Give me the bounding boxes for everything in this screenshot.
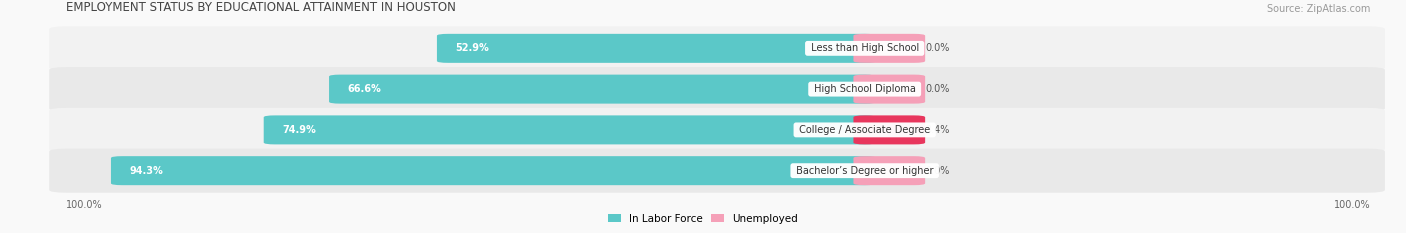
Text: 66.6%: 66.6% (347, 84, 381, 94)
Text: 0.0%: 0.0% (925, 84, 949, 94)
FancyBboxPatch shape (329, 75, 876, 104)
FancyBboxPatch shape (853, 34, 925, 63)
FancyBboxPatch shape (49, 108, 1385, 152)
FancyBboxPatch shape (49, 26, 1385, 70)
Text: High School Diploma: High School Diploma (811, 84, 918, 94)
Text: Bachelor’s Degree or higher: Bachelor’s Degree or higher (793, 166, 936, 176)
FancyBboxPatch shape (853, 156, 925, 185)
FancyBboxPatch shape (264, 115, 876, 144)
Text: EMPLOYMENT STATUS BY EDUCATIONAL ATTAINMENT IN HOUSTON: EMPLOYMENT STATUS BY EDUCATIONAL ATTAINM… (66, 1, 456, 14)
Text: 100.0%: 100.0% (1334, 200, 1371, 210)
Text: 0.0%: 0.0% (925, 43, 949, 53)
FancyBboxPatch shape (853, 75, 925, 104)
Text: 100.0%: 100.0% (66, 200, 103, 210)
Text: Less than High School: Less than High School (807, 43, 922, 53)
Text: 3.4%: 3.4% (925, 125, 949, 135)
Text: 0.0%: 0.0% (925, 166, 949, 176)
FancyBboxPatch shape (853, 115, 925, 144)
FancyBboxPatch shape (49, 149, 1385, 193)
FancyBboxPatch shape (111, 156, 876, 185)
Text: 94.3%: 94.3% (129, 166, 163, 176)
Text: 52.9%: 52.9% (456, 43, 489, 53)
Legend: In Labor Force, Unemployed: In Labor Force, Unemployed (605, 209, 801, 228)
Text: 74.9%: 74.9% (283, 125, 316, 135)
Text: College / Associate Degree: College / Associate Degree (796, 125, 934, 135)
Text: Source: ZipAtlas.com: Source: ZipAtlas.com (1267, 4, 1371, 14)
FancyBboxPatch shape (49, 67, 1385, 111)
FancyBboxPatch shape (437, 34, 876, 63)
